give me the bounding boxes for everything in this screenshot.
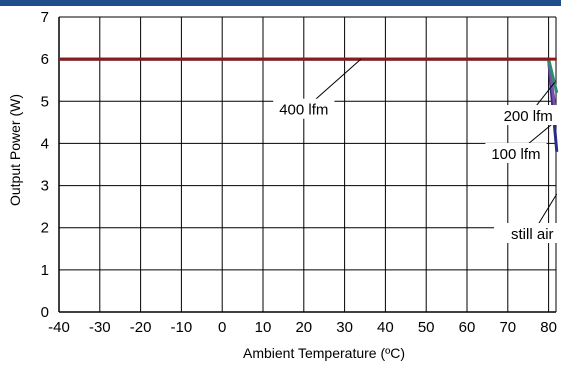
x-tick-label: -10 <box>171 319 193 336</box>
top-frame-bar <box>0 0 561 6</box>
annotation-label-bg <box>497 105 559 126</box>
x-tick-label: 20 <box>295 319 312 336</box>
x-tick-label: -40 <box>48 319 70 336</box>
y-tick-label: 3 <box>41 178 49 195</box>
y-tick-label: 4 <box>41 135 49 152</box>
x-tick-label: 50 <box>418 319 435 336</box>
x-tick-label: 0 <box>218 319 226 336</box>
x-tick-label: 40 <box>377 319 394 336</box>
axes <box>58 17 556 313</box>
series-line-200-lfm <box>59 57 559 94</box>
annotation-label-bg <box>494 223 561 244</box>
x-tick-label: 10 <box>255 319 272 336</box>
x-tick-label: 60 <box>459 319 476 336</box>
x-tick-label: -20 <box>130 319 152 336</box>
annotation-label-bg <box>273 98 335 119</box>
annotation-label: still air <box>511 226 554 243</box>
x-tick-label: -30 <box>89 319 111 336</box>
y-tick-label: 2 <box>41 220 49 237</box>
x-tick-label: 70 <box>499 319 516 336</box>
y-tick-label: 0 <box>41 304 49 321</box>
y-tick-label: 6 <box>41 51 49 68</box>
x-tick-label: 80 <box>540 319 557 336</box>
y-tick-label: 7 <box>41 9 49 26</box>
annotation-label: 400 lfm <box>279 102 328 119</box>
x-axis-title: Ambient Temperature (ºC) <box>243 345 405 361</box>
annotation-label: 200 lfm <box>504 108 553 125</box>
y-tick-label: 5 <box>41 93 49 110</box>
y-tick-label: 1 <box>41 262 49 279</box>
annotation-label-bg <box>485 142 547 163</box>
grid <box>58 16 557 313</box>
x-tick-label: 30 <box>336 319 353 336</box>
y-axis-title: Output Power (W) <box>7 94 23 206</box>
annotation-label: 100 lfm <box>491 146 540 163</box>
labels: -40 -30 -20 -10 0 10 20 30 40 50 60 70 80 0 1 2 3 4 5 6 7 400… <box>41 9 561 336</box>
